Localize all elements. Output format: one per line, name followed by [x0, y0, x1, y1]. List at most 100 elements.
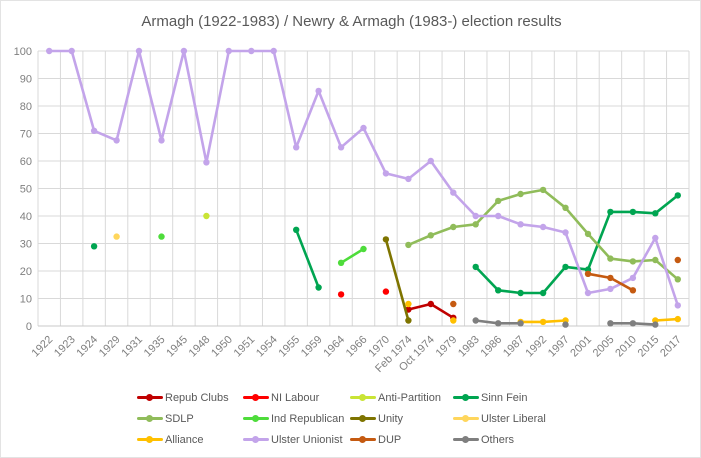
legend-item-alliance: Alliance	[137, 429, 243, 450]
plot-area: 0102030405060708090100192219231924192919…	[14, 46, 690, 375]
y-tick-label: 60	[20, 156, 32, 168]
x-tick-label: 2001	[568, 334, 594, 360]
data-point-sinn-fein	[315, 284, 322, 291]
y-tick-label: 0	[26, 321, 32, 333]
data-point-ulster-unionist	[652, 234, 659, 242]
data-point-ulster-unionist	[472, 212, 479, 220]
legend-label: DUP	[378, 433, 402, 446]
legend-item-ind-republican: Ind Republican	[243, 408, 350, 429]
data-point-ulster-unionist	[225, 47, 232, 55]
series-line-sinn-fein	[294, 194, 680, 295]
legend-label: Ind Republican	[271, 412, 345, 425]
data-point-ulster-unionist	[405, 175, 412, 183]
data-point-sdlp	[472, 221, 479, 228]
data-point-repub-clubs	[427, 300, 434, 308]
data-point-ulster-unionist	[495, 212, 502, 220]
data-point-sdlp	[584, 230, 592, 238]
legend-marker-alliance	[137, 436, 163, 443]
x-tick-label: 1955	[276, 334, 302, 360]
data-point-others	[517, 320, 524, 327]
legend-item-ulster-liberal: Ulster Liberal	[453, 408, 548, 429]
data-point-sinn-fein	[562, 263, 569, 271]
x-tick-label: 1922	[30, 334, 56, 360]
legend-item-ulster-unionist: Ulster Unionist	[243, 429, 350, 450]
x-tick-label: 1987	[501, 334, 527, 360]
legend-marker-unity	[350, 415, 376, 422]
legend-label: Alliance	[165, 433, 204, 446]
y-tick-label: 20	[20, 266, 32, 278]
legend-marker-ulster-liberal	[453, 415, 479, 422]
data-point-sdlp	[652, 256, 659, 264]
data-point-unity	[382, 236, 390, 243]
y-tick-label: 50	[20, 184, 32, 196]
data-point-others	[472, 317, 479, 324]
data-point-ind-republican	[337, 259, 345, 266]
legend-item-repub-clubs: Repub Clubs	[137, 387, 243, 408]
data-point-ind-republican	[360, 245, 367, 253]
data-point-sdlp	[517, 190, 524, 198]
x-tick-label: 1979	[434, 334, 460, 360]
x-tick-label: 1948	[187, 334, 213, 360]
legend-item-sinn-fein: Sinn Fein	[453, 387, 548, 408]
x-tick-label: 1931	[119, 334, 145, 360]
data-point-others	[629, 320, 637, 327]
data-point-sinn-fein	[674, 192, 681, 199]
x-tick-label: 1950	[209, 334, 235, 360]
series-line-sdlp	[407, 188, 680, 281]
data-point-sdlp	[629, 258, 637, 265]
data-point-ulster-unionist	[427, 157, 434, 165]
legend-marker-dup	[350, 436, 376, 443]
series-line-ind-republican	[339, 247, 365, 265]
legend-label: SDLP	[165, 412, 194, 425]
data-point-alliance	[450, 317, 457, 324]
data-point-sinn-fein	[293, 226, 300, 233]
data-point-ulster-unionist	[360, 124, 367, 132]
data-point-ulster-unionist	[90, 127, 98, 134]
data-point-ulster-unionist	[113, 137, 120, 144]
y-tick-label: 80	[20, 101, 32, 113]
data-point-ulster-liberal	[113, 233, 120, 240]
x-tick-label: 1997	[546, 334, 572, 360]
data-point-ulster-unionist	[674, 302, 681, 309]
series-line-ulster-unionist	[47, 49, 680, 307]
y-tick-label: 100	[14, 46, 32, 58]
legend-marker-ulster-unionist	[243, 436, 269, 443]
data-point-unity	[405, 317, 412, 324]
data-point-dup	[584, 270, 592, 277]
x-tick-label: 1954	[254, 334, 280, 360]
x-tick-label: 2005	[591, 334, 617, 360]
data-point-sinn-fein	[90, 243, 98, 250]
data-point-alliance	[405, 300, 412, 308]
data-point-ulster-unionist	[248, 47, 255, 55]
data-point-others	[495, 320, 502, 327]
x-tick-label: 1945	[164, 334, 190, 360]
legend-item-dup: DUP	[350, 429, 453, 450]
legend-item-sdlp: SDLP	[137, 408, 243, 429]
x-tick-label: 2017	[658, 334, 684, 360]
data-point-ulster-unionist	[607, 285, 614, 293]
legend-item-anti-partition: Anti-Partition	[350, 387, 453, 408]
legend-item-ni-labour: NI Labour	[243, 387, 350, 408]
legend-marker-others	[453, 436, 479, 443]
legend-label: Repub Clubs	[165, 391, 229, 404]
x-tick-label: 1923	[52, 334, 78, 360]
legend-label: Ulster Unionist	[271, 433, 343, 446]
series-line-unity	[384, 238, 410, 322]
data-point-ulster-unionist	[270, 47, 277, 55]
x-tick-label: 1951	[232, 334, 258, 360]
legend-label: Ulster Liberal	[481, 412, 546, 425]
legend-item-others: Others	[453, 429, 548, 450]
data-point-alliance	[539, 318, 547, 326]
data-point-dup	[450, 300, 457, 308]
data-point-ulster-unionist	[629, 274, 637, 282]
legend-marker-ni-labour	[243, 394, 269, 401]
x-tick-label: 2010	[613, 334, 639, 360]
data-point-dup	[629, 287, 637, 294]
legend-label: Anti-Partition	[378, 391, 441, 404]
legend: Repub Clubs NI Labour Anti-Partition Sinn F…	[137, 387, 548, 450]
x-tick-label: 1924	[74, 334, 100, 360]
legend-label: Sinn Fein	[481, 391, 528, 404]
data-point-sdlp	[495, 197, 502, 205]
legend-label: NI Labour	[271, 391, 320, 404]
